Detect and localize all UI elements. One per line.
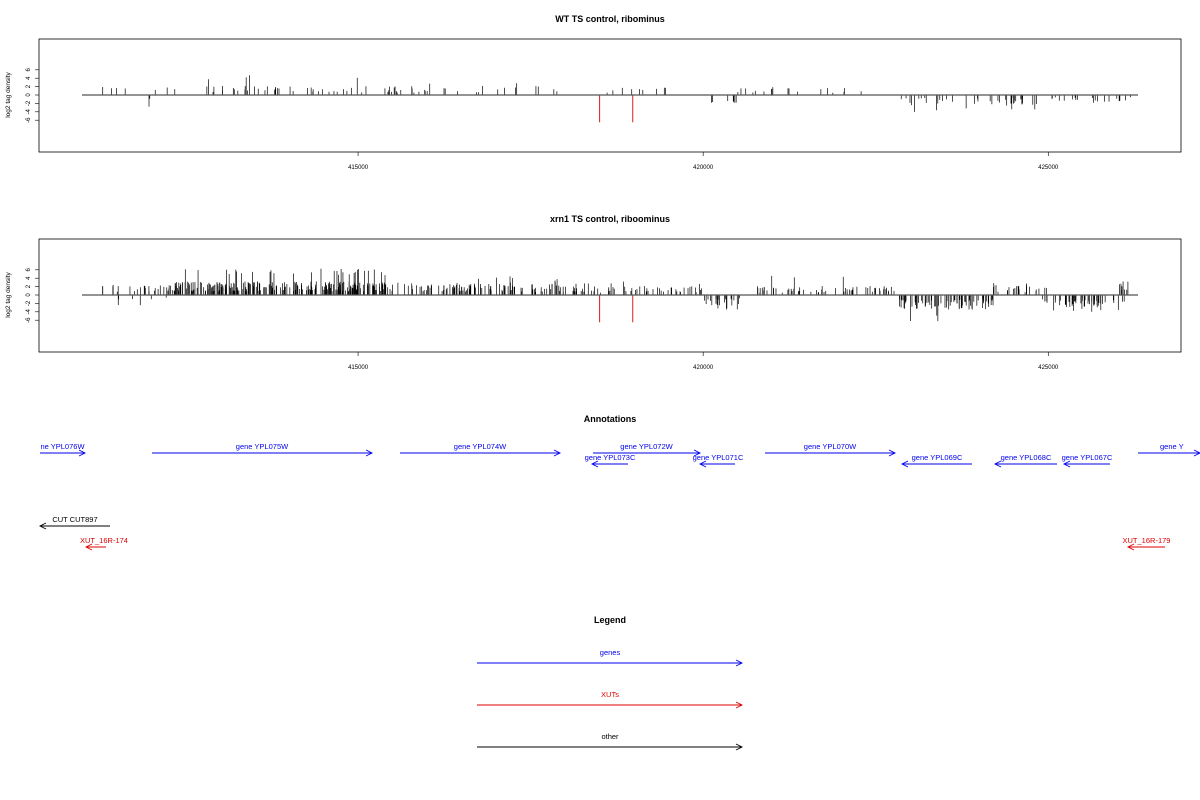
axes: -6 -4 -2 0 2 4 6 415000 420000 425000 [26, 267, 1138, 371]
annotation-label: gene YPL067C [1062, 453, 1113, 462]
y-tick-label: 4 [26, 76, 32, 80]
plot-frame [38, 38, 1182, 153]
annotation-label: gene YPL069C [912, 453, 963, 462]
x-tick-label: 420000 [693, 365, 714, 371]
y-tick-label: -4 [26, 308, 32, 314]
annotation-gene[interactable]: gene YPL075W [152, 442, 374, 457]
panel-title: WT TS control, ribominus [555, 14, 665, 24]
arrow-head [84, 543, 93, 551]
annotation-label: gene YPL074W [454, 442, 507, 451]
arrow-head [553, 449, 562, 457]
arrow-head [735, 743, 744, 751]
arrow-head [888, 449, 897, 457]
x-tick-label: 425000 [1038, 365, 1059, 371]
annotation-gene[interactable]: gene YPL070W [765, 442, 897, 457]
y-tick-label: 4 [26, 276, 32, 280]
y-axis-label: log2 tag density [5, 271, 12, 317]
plot-frame [38, 238, 1182, 353]
arrow-head [698, 460, 707, 468]
xrn1-density-panel: xrn1 TS control, riboominus log2 tag den… [5, 214, 1182, 371]
x-tick-label: 415000 [348, 365, 369, 371]
annotation-xut[interactable]: XUT_16R-179 [1123, 536, 1171, 551]
y-tick-label: 0 [26, 293, 32, 297]
arrow-head [1126, 543, 1135, 551]
legend-item-other: other [477, 732, 744, 751]
annotation-xut[interactable]: XUT_16R-174 [80, 536, 128, 551]
arrow-head [38, 522, 47, 530]
annotation-label: gene YPL072W [620, 442, 673, 451]
annotation-label: gene Y [1160, 442, 1184, 451]
legend-title: Legend [594, 615, 626, 625]
annotation-gene[interactable]: gene YPL069C [900, 453, 972, 468]
y-tick-label: 2 [26, 84, 32, 88]
annotation-gene[interactable]: gene YPL072W [593, 442, 702, 457]
arrow-head [590, 460, 599, 468]
y-tick-label: 0 [26, 93, 32, 97]
arrow-head [365, 449, 374, 457]
annotation-label: XUT_16R-174 [80, 536, 128, 545]
legend-item-gene: genes [477, 648, 744, 667]
annotation-label: ne YPL076W [40, 442, 85, 451]
annotation-label: gene YPL071C [693, 453, 744, 462]
panel-title: xrn1 TS control, riboominus [550, 214, 670, 224]
arrow-head [993, 460, 1002, 468]
annotation-gene[interactable]: gene YPL068C [993, 453, 1057, 468]
y-tick-label: 6 [26, 267, 32, 271]
annotation-gene[interactable]: gene Y [1138, 442, 1200, 457]
arrow-head [735, 659, 744, 667]
x-tick-label: 425000 [1038, 165, 1059, 171]
annotation-gene[interactable]: gene YPL071C [693, 453, 744, 468]
legend-item-xut: XUTs [477, 690, 744, 709]
x-tick-label: 420000 [693, 165, 714, 171]
arrow-head [900, 460, 909, 468]
y-tick-label: 2 [26, 284, 32, 288]
wt-density-panel: WT TS control, ribominus log2 tag densit… [5, 14, 1182, 171]
axes: -6 -4 -2 0 2 4 6 415000 420000 425000 [26, 67, 1138, 171]
arrow-head [1062, 460, 1071, 468]
annotations-title: Annotations [584, 414, 637, 424]
y-tick-label: -2 [26, 100, 32, 106]
annotation-label: gene YPL068C [1001, 453, 1052, 462]
legend-label: other [601, 732, 619, 741]
annotation-other[interactable]: CUT CUT897 [38, 515, 110, 530]
annotation-label: XUT_16R-179 [1123, 536, 1171, 545]
arrow-head [78, 449, 87, 457]
annotation-gene[interactable]: ne YPL076W [40, 442, 87, 457]
y-axis-label: log2 tag density [5, 71, 12, 117]
legend-label: genes [600, 648, 621, 657]
y-tick-label: -4 [26, 108, 32, 114]
y-tick-label: 6 [26, 67, 32, 71]
annotation-label: CUT CUT897 [52, 515, 97, 524]
y-tick-label: -6 [26, 117, 32, 123]
y-tick-label: -6 [26, 317, 32, 323]
annotation-gene[interactable]: gene YPL067C [1062, 453, 1113, 468]
y-tick-label: -2 [26, 300, 32, 306]
x-tick-label: 415000 [348, 165, 369, 171]
bar-series [102, 75, 1131, 123]
annotation-gene[interactable]: gene YPL073C [585, 453, 636, 468]
legend-label: XUTs [601, 690, 619, 699]
arrow-head [735, 701, 744, 709]
annotation-label: gene YPL075W [236, 442, 289, 451]
annotation-label: gene YPL073C [585, 453, 636, 462]
arrow-head [1193, 449, 1200, 457]
legend: Legend genes XUTs other [477, 615, 744, 751]
annotation-label: gene YPL070W [804, 442, 857, 451]
arrow-head [693, 449, 702, 457]
annotation-gene[interactable]: gene YPL074W [400, 442, 562, 457]
annotations-track: Annotations ne YPL076W gene YPL075W gene Y… [38, 414, 1200, 551]
